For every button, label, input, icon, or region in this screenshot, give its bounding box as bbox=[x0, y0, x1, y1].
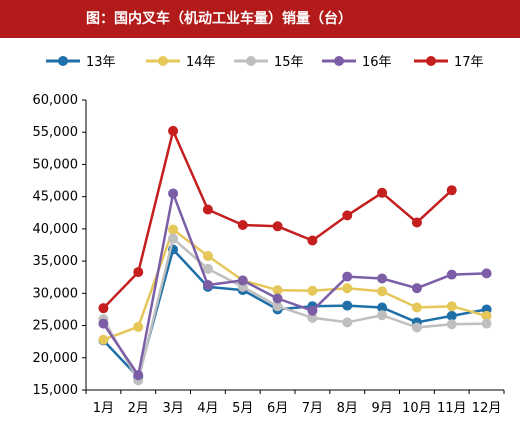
legend-swatch-marker bbox=[158, 56, 168, 66]
series-line-1 bbox=[102, 248, 487, 379]
data-point bbox=[342, 317, 353, 328]
data-point bbox=[168, 233, 179, 244]
data-point bbox=[307, 285, 318, 296]
data-point bbox=[272, 301, 283, 312]
data-point bbox=[168, 224, 179, 235]
data-point bbox=[377, 302, 388, 313]
y-tick-label: 15,000 bbox=[33, 383, 79, 398]
data-point bbox=[237, 220, 248, 231]
y-tick-label: 20,000 bbox=[33, 351, 79, 366]
data-point bbox=[133, 321, 144, 332]
chart-title: 图：国内叉车（机动工业车量）销量（台） bbox=[0, 0, 520, 38]
y-tick-label: 45,000 bbox=[33, 190, 79, 205]
legend-label: 14年 bbox=[186, 55, 216, 70]
y-tick-label: 25,000 bbox=[33, 319, 79, 334]
legend-swatch-marker bbox=[334, 56, 344, 66]
legend-label: 15年 bbox=[274, 55, 304, 70]
data-point bbox=[377, 187, 388, 198]
data-point bbox=[342, 300, 353, 311]
data-point bbox=[202, 263, 213, 274]
series-line-2 bbox=[102, 228, 487, 341]
legend-label: 16年 bbox=[362, 55, 392, 70]
x-tick-label: 3月 bbox=[162, 401, 183, 416]
data-point bbox=[481, 310, 492, 321]
data-point bbox=[411, 302, 422, 313]
x-tick-label: 4月 bbox=[197, 401, 218, 416]
data-point bbox=[377, 273, 388, 284]
y-tick-label: 55,000 bbox=[33, 125, 79, 140]
legend-label: 17年 bbox=[454, 55, 484, 70]
x-tick-label: 11月 bbox=[437, 401, 467, 416]
data-point bbox=[98, 303, 109, 314]
data-point bbox=[377, 286, 388, 297]
x-tick-label: 2月 bbox=[128, 401, 149, 416]
data-point bbox=[446, 269, 457, 280]
data-point bbox=[272, 285, 283, 296]
data-point bbox=[307, 235, 318, 246]
legend-swatch-marker bbox=[246, 56, 256, 66]
data-point bbox=[446, 310, 457, 321]
data-point bbox=[481, 318, 492, 329]
data-point bbox=[446, 319, 457, 330]
data-point bbox=[481, 268, 492, 279]
data-point bbox=[342, 283, 353, 294]
data-point bbox=[411, 283, 422, 294]
x-tick-label: 9月 bbox=[371, 401, 392, 416]
data-point bbox=[98, 334, 109, 345]
data-point bbox=[202, 279, 213, 290]
x-tick-label: 8月 bbox=[337, 401, 358, 416]
x-tick-label: 7月 bbox=[302, 401, 323, 416]
data-point bbox=[133, 267, 144, 278]
data-point bbox=[377, 310, 388, 321]
series-line-3 bbox=[102, 237, 487, 382]
data-point bbox=[446, 301, 457, 312]
y-tick-label: 30,000 bbox=[33, 286, 79, 301]
data-point bbox=[446, 185, 457, 196]
y-tick-label: 35,000 bbox=[33, 254, 79, 269]
data-point bbox=[168, 188, 179, 199]
data-point bbox=[411, 322, 422, 333]
data-point bbox=[168, 125, 179, 136]
data-point bbox=[237, 275, 248, 286]
x-tick-label: 12月 bbox=[472, 401, 502, 416]
data-point bbox=[133, 370, 144, 381]
x-tick-label: 6月 bbox=[267, 401, 288, 416]
x-tick-label: 5月 bbox=[232, 401, 253, 416]
data-point bbox=[342, 210, 353, 221]
data-point bbox=[307, 305, 318, 316]
y-tick-label: 40,000 bbox=[33, 222, 79, 237]
data-point bbox=[202, 204, 213, 215]
x-tick-label: 10月 bbox=[402, 401, 432, 416]
y-tick-label: 50,000 bbox=[33, 157, 79, 172]
legend-swatch-marker bbox=[426, 56, 436, 66]
x-tick-label: 1月 bbox=[93, 401, 114, 416]
data-point bbox=[272, 221, 283, 232]
legend-label: 13年 bbox=[86, 55, 116, 70]
data-point bbox=[98, 318, 109, 329]
data-point bbox=[272, 293, 283, 304]
y-tick-label: 60,000 bbox=[33, 93, 79, 108]
series-line-4 bbox=[102, 192, 487, 377]
data-point bbox=[202, 250, 213, 261]
data-point bbox=[411, 217, 422, 228]
data-point bbox=[307, 312, 318, 323]
legend-swatch-marker bbox=[58, 56, 68, 66]
data-point bbox=[342, 271, 353, 282]
